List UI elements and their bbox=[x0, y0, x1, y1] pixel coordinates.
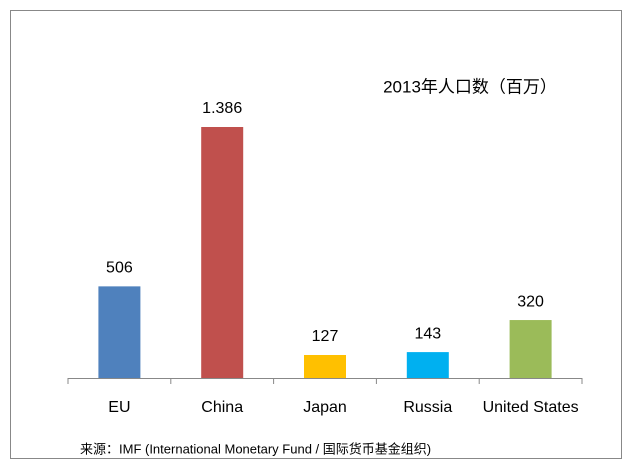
x-tick-label: China bbox=[201, 399, 243, 416]
x-tick-label: EU bbox=[108, 399, 130, 416]
bar bbox=[406, 352, 449, 378]
x-tick-label: Japan bbox=[303, 399, 347, 416]
source-note: 来源：IMF (International Monetary Fund / 国际… bbox=[80, 441, 431, 456]
x-tick-label: United States bbox=[483, 399, 579, 416]
chart-frame bbox=[10, 10, 622, 459]
data-label: 127 bbox=[312, 328, 339, 345]
data-label: 506 bbox=[106, 260, 133, 277]
bar bbox=[201, 127, 244, 378]
bar bbox=[509, 320, 552, 378]
bar bbox=[304, 355, 346, 378]
data-label: 1.386 bbox=[202, 100, 242, 117]
data-label: 143 bbox=[414, 325, 441, 342]
x-tick-label: Russia bbox=[403, 399, 452, 416]
bar bbox=[98, 286, 141, 378]
chart-title: 2013年人口数（百万） bbox=[383, 77, 557, 96]
data-label: 320 bbox=[517, 293, 544, 310]
